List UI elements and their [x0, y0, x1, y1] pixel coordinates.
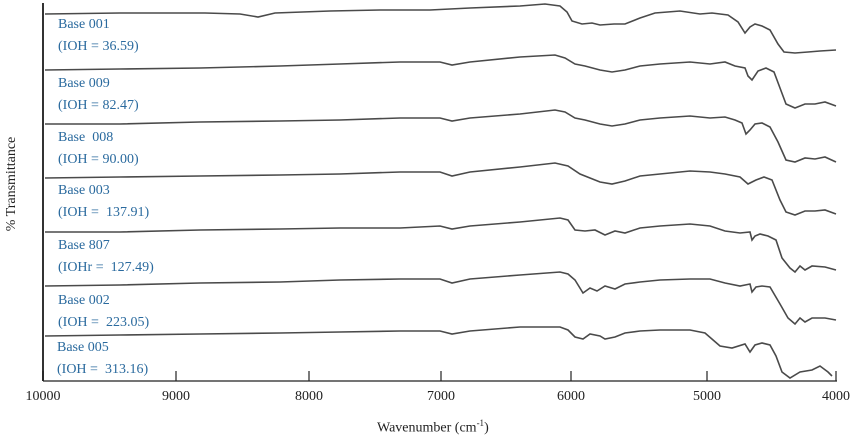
x-ticks [42, 371, 837, 381]
series-label-base-001: Base 001 (IOH = 36.59) [58, 14, 139, 58]
x-axis-title-sup: -1 [476, 418, 485, 428]
spectrum-base-003 [44, 162, 837, 216]
x-tick-7000: 7000 [427, 389, 455, 404]
x-tick-6000: 6000 [557, 389, 585, 404]
x-axis-title-text: Wavenumber (cm [377, 420, 477, 436]
spectrum-base-001 [44, 3, 837, 54]
series-name: Base 008 [58, 130, 114, 145]
series-name: Base 807 [58, 238, 110, 253]
x-tick-5000: 5000 [693, 389, 721, 404]
series-name: Base 003 [58, 183, 110, 198]
x-axis-title: Wavenumber (cm-1) [377, 418, 489, 437]
series-ioh: (IOHr = 127.49) [58, 260, 154, 275]
series-name: Base 002 [58, 293, 110, 308]
series-ioh: (IOH = 223.05) [58, 315, 150, 330]
series-ioh: (IOH = 90.00) [58, 152, 139, 167]
x-tick-9000: 9000 [162, 389, 190, 404]
series-label-base-003: Base 003 (IOH = 137.91) [58, 180, 149, 224]
y-axis-title: % Transmittance [4, 136, 19, 232]
series-label-base-008: Base 008 (IOH = 90.00) [58, 127, 139, 171]
x-tick-10000: 10000 [25, 389, 61, 404]
series-name: Base 009 [58, 76, 110, 91]
spectrum-base-002 [44, 271, 837, 326]
series-label-base-807: Base 807 (IOHr = 127.49) [58, 235, 154, 279]
series-name: Base 005 [57, 340, 109, 355]
series-name: Base 001 [58, 17, 110, 32]
series-ioh: (IOH = 137.91) [58, 205, 150, 220]
series-label-base-002: Base 002 (IOH = 223.05) [58, 290, 149, 334]
series-label-base-009: Base 009 (IOH = 82.47) [58, 73, 139, 117]
series-label-base-005: Base 005 (IOH = 313.16) [57, 337, 148, 381]
series-ioh: (IOH = 36.59) [58, 39, 139, 54]
series-ioh: (IOH = 82.47) [58, 98, 139, 113]
spectrum-base-005 [44, 326, 833, 379]
series-ioh: (IOH = 313.16) [57, 362, 149, 377]
spectrum-base-008 [45, 109, 837, 163]
spectrum-base-807 [45, 217, 837, 274]
x-tick-8000: 8000 [295, 389, 323, 404]
spectrum-base-009 [44, 54, 837, 109]
x-axis-title-close: ) [484, 420, 489, 436]
x-tick-4000: 4000 [822, 389, 850, 404]
